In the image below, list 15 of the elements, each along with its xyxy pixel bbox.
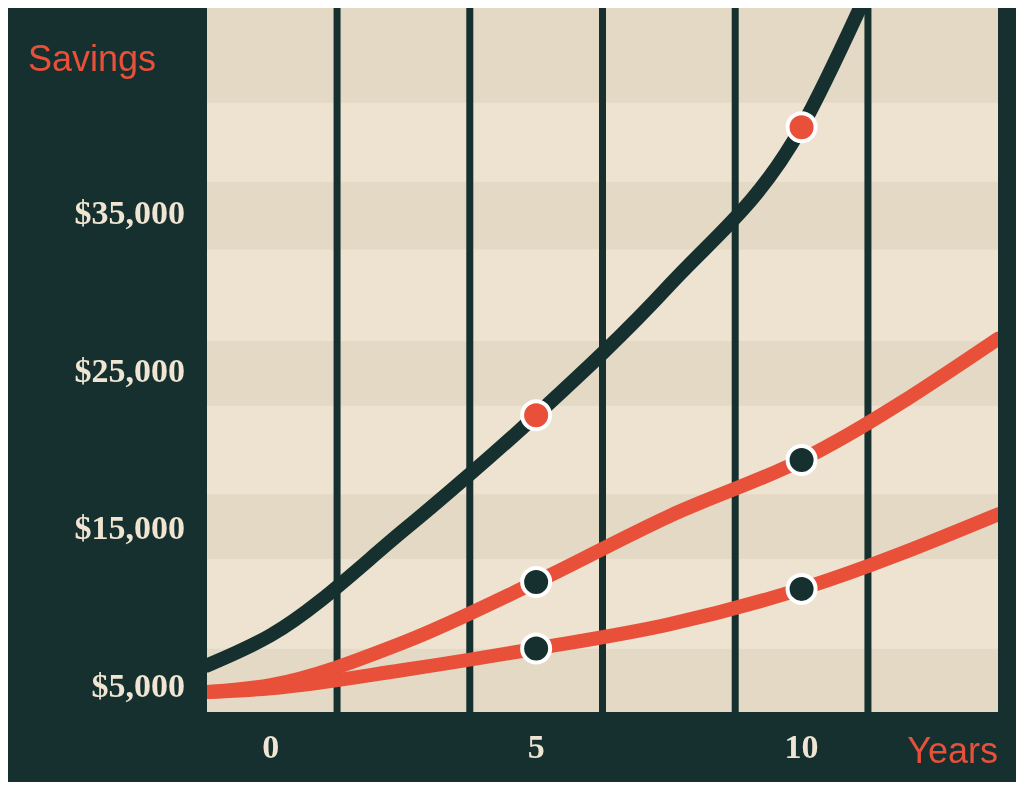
point: [520, 565, 553, 598]
x-tick-label: 10: [784, 728, 819, 766]
point: [785, 572, 818, 605]
point: [520, 632, 553, 665]
y-tick-label: $5,000: [91, 667, 185, 705]
point: [785, 443, 818, 476]
x-tick-label: 0: [262, 728, 280, 766]
y-tick-label: $35,000: [74, 193, 185, 231]
point: [520, 399, 553, 432]
point: [785, 111, 818, 144]
x-tick-label: 5: [527, 728, 545, 766]
y-tick-label: $25,000: [74, 351, 185, 389]
x-axis-title: Years: [907, 730, 998, 772]
y-tick-label: $15,000: [74, 509, 185, 547]
y-axis-title: Savings: [28, 38, 157, 80]
